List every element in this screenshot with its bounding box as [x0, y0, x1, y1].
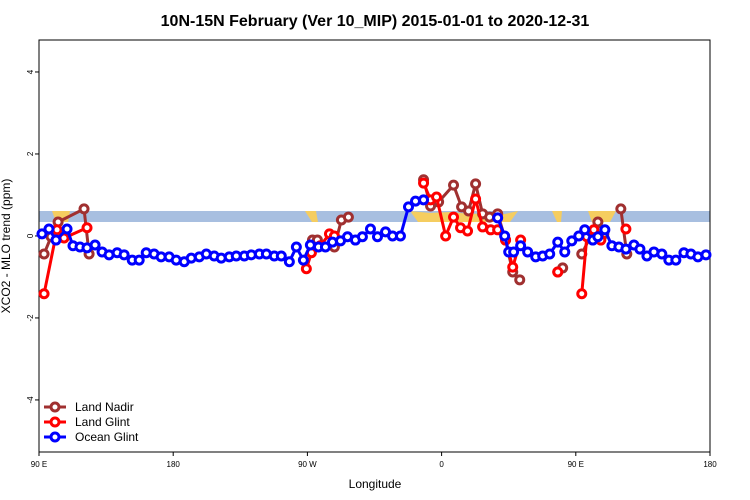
data-point: [670, 254, 682, 266]
data-point: [508, 246, 520, 258]
data-point: [402, 201, 414, 213]
data-point: [552, 236, 564, 248]
data-point: [275, 250, 287, 262]
legend-label: Land Glint: [75, 415, 130, 429]
data-point: [620, 243, 632, 255]
data-point: [394, 230, 406, 242]
data-point: [89, 239, 101, 251]
data-point: [514, 274, 526, 286]
data-point: [61, 223, 73, 235]
data-point: [656, 248, 668, 260]
data-point: [81, 222, 93, 234]
x-tick-label: 90 E: [568, 460, 584, 469]
data-point: [592, 231, 604, 243]
legend-label: Ocean Glint: [75, 430, 139, 444]
data-point: [290, 241, 302, 253]
x-tick-label: 0: [439, 460, 444, 469]
reference-band: [39, 211, 710, 222]
data-point: [599, 224, 611, 236]
data-point: [470, 178, 482, 190]
x-tick-label: 90 E: [31, 460, 47, 469]
y-tick-label: -4: [26, 396, 35, 404]
data-point: [579, 224, 591, 236]
data-point: [507, 261, 519, 273]
data-point: [364, 223, 376, 235]
data-point: [448, 179, 460, 191]
data-point: [133, 254, 145, 266]
chart-title: 10N-15N February (Ver 10_MIP) 2015-01-01…: [161, 13, 590, 30]
data-point: [342, 211, 354, 223]
data-point: [300, 263, 312, 275]
data-point: [78, 203, 90, 215]
data-point: [470, 193, 482, 205]
data-point: [492, 212, 504, 224]
legend-label: Land Nadir: [75, 400, 134, 414]
data-point: [418, 194, 430, 206]
legend-marker: [49, 416, 61, 428]
data-point: [418, 177, 430, 189]
x-tick-label: 90 W: [298, 460, 317, 469]
data-point: [297, 254, 309, 266]
data-point: [50, 234, 62, 246]
data-point: [620, 223, 632, 235]
data-point: [634, 243, 646, 255]
y-axis-label: XCO2 - MLO trend (ppm): [0, 179, 13, 314]
y-tick-label: 4: [26, 69, 35, 74]
data-point: [38, 248, 50, 260]
data-point: [462, 225, 474, 237]
data-point: [371, 231, 383, 243]
plot-frame: [38, 39, 711, 453]
x-tick-label: 180: [703, 460, 717, 469]
data-point: [515, 240, 527, 252]
data-point: [356, 231, 368, 243]
data-point: [552, 266, 564, 278]
data-point: [592, 216, 604, 228]
data-point: [576, 288, 588, 300]
data-point: [544, 248, 556, 260]
data-point: [700, 249, 712, 261]
data-point: [38, 288, 50, 300]
data-point: [36, 228, 48, 240]
data-point: [615, 203, 627, 215]
legend-marker: [49, 431, 61, 443]
data-point: [566, 235, 578, 247]
data-point: [43, 223, 55, 235]
data-point: [448, 211, 460, 223]
y-tick-label: -2: [26, 314, 35, 322]
data-point: [118, 249, 130, 261]
x-axis-label: Longitude: [349, 477, 402, 491]
data-point: [522, 246, 534, 258]
y-tick-label: 0: [26, 233, 35, 238]
x-tick-label: 180: [167, 460, 181, 469]
data-point: [573, 230, 585, 242]
data-point: [319, 241, 331, 253]
data-point: [431, 191, 443, 203]
data-point: [440, 230, 452, 242]
data-point: [499, 230, 511, 242]
legend-marker: [49, 401, 61, 413]
y-tick-label: 2: [26, 151, 35, 156]
data-point: [559, 246, 571, 258]
data-point: [283, 256, 295, 268]
